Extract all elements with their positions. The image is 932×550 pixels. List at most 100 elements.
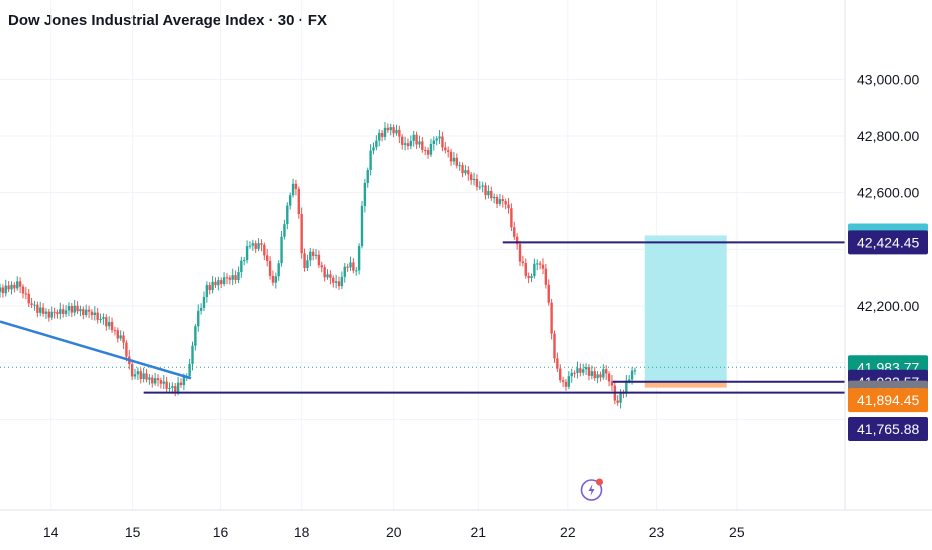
- candle-body: [191, 345, 194, 365]
- candle-body: [257, 243, 260, 249]
- candle-body: [225, 277, 229, 279]
- candle-body: [136, 371, 140, 375]
- price-badges: 42,449.0042,424.4541,983.7720:5341,932.5…: [848, 223, 928, 442]
- candle-body: [320, 265, 323, 268]
- candle-body: [84, 309, 88, 316]
- candle-body: [311, 251, 315, 256]
- candle-body: [220, 280, 223, 284]
- candle-body: [27, 293, 30, 304]
- x-tick-label: 15: [125, 524, 141, 540]
- candle-body: [429, 143, 433, 155]
- candle-body: [530, 276, 533, 279]
- candle-body: [553, 333, 556, 359]
- candle-body: [461, 165, 464, 174]
- candle-body: [421, 141, 424, 150]
- candle-body: [596, 374, 599, 379]
- candle-body: [248, 245, 252, 247]
- candle-body: [211, 281, 214, 290]
- candle-body: [398, 129, 401, 137]
- candle-body: [559, 368, 562, 381]
- candle-body: [449, 151, 453, 162]
- candle-body: [171, 386, 174, 388]
- candle-body: [369, 150, 372, 171]
- candle-body: [481, 185, 484, 187]
- candle-body: [44, 311, 48, 314]
- candle-body: [599, 374, 602, 378]
- candle-body: [10, 284, 13, 290]
- candle-body: [386, 127, 390, 131]
- candle-body: [401, 136, 404, 145]
- candle-body: [53, 311, 56, 313]
- candle-body: [527, 276, 530, 279]
- candle-body: [492, 196, 496, 199]
- candle-body: [472, 178, 476, 181]
- candle-body: [237, 272, 240, 281]
- candle-body: [383, 127, 387, 137]
- candle-body: [372, 147, 375, 151]
- candle-body: [484, 185, 487, 196]
- candle-body: [254, 243, 257, 249]
- candle-body: [550, 302, 553, 334]
- candle-body: [70, 306, 74, 313]
- candle-body: [4, 285, 7, 294]
- candle-body: [130, 364, 134, 377]
- stop-zone[interactable]: [644, 381, 727, 388]
- candle-body: [260, 243, 263, 245]
- trendline[interactable]: [0, 320, 192, 380]
- price-badge: [848, 230, 928, 255]
- candle-body: [332, 277, 335, 283]
- candle-body: [587, 367, 591, 376]
- candle-body: [455, 157, 459, 166]
- candle-body: [513, 227, 516, 237]
- target-zone[interactable]: [644, 235, 727, 382]
- icons[interactable]: [580, 478, 604, 501]
- candle-body: [490, 190, 493, 199]
- candle-body: [467, 170, 470, 175]
- candle-body: [602, 369, 605, 378]
- candle-body: [561, 380, 565, 382]
- candle-body: [627, 379, 631, 381]
- candle-body: [90, 311, 94, 316]
- candle-body: [326, 274, 329, 278]
- candle-body: [142, 373, 145, 379]
- candle-body: [309, 251, 312, 261]
- candle-body: [363, 182, 367, 207]
- candle-body: [346, 266, 349, 268]
- candle-body: [349, 262, 352, 268]
- candle-body: [547, 284, 550, 303]
- candle-body: [96, 312, 99, 320]
- price-badge-label: 41,894.45: [857, 392, 919, 408]
- candle-body: [334, 281, 338, 283]
- candles: [0, 122, 637, 409]
- candle-body: [409, 140, 413, 147]
- candle-body: [607, 373, 611, 382]
- candle-body: [501, 199, 504, 202]
- y-tick-label: 42,600.00: [857, 185, 919, 201]
- candle-body: [277, 263, 280, 277]
- candle-body: [432, 140, 436, 144]
- candle-body: [286, 205, 289, 225]
- candle-body: [67, 306, 71, 311]
- candle-body: [297, 188, 300, 215]
- candle-body: [605, 369, 608, 374]
- candle-body: [234, 275, 237, 281]
- candle-body: [194, 326, 197, 346]
- candle-body: [544, 268, 548, 285]
- x-tick-label: 22: [560, 524, 576, 540]
- candle-body: [576, 368, 579, 374]
- candle-body: [113, 330, 117, 332]
- alert-dot-icon: [596, 478, 603, 486]
- candle-body: [116, 330, 119, 339]
- candle-body: [564, 381, 568, 387]
- candle-body: [584, 367, 588, 370]
- x-tick-label: 18: [294, 524, 310, 540]
- x-tick-label: 20: [386, 524, 402, 540]
- candle-body: [133, 374, 137, 377]
- candle-body: [343, 266, 346, 277]
- drawings[interactable]: [0, 241, 845, 394]
- position-tool[interactable]: [644, 235, 727, 388]
- candle-body: [7, 285, 10, 290]
- candle-body: [524, 263, 527, 277]
